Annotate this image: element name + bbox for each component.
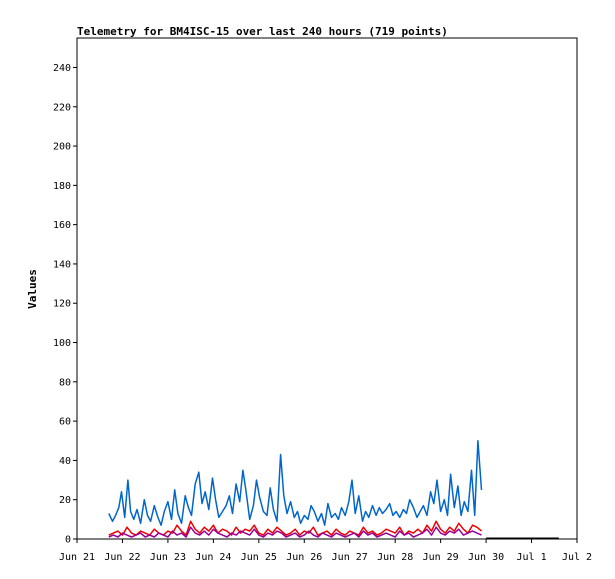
y-tick-label: 140	[53, 259, 71, 270]
series-layer	[108, 440, 559, 539]
y-tick-label: 220	[53, 102, 71, 113]
series-line-3	[108, 526, 482, 538]
y-tick-label: 200	[53, 142, 71, 153]
y-tick-label: 240	[53, 63, 71, 74]
y-tick-label: 180	[53, 181, 71, 192]
y-tick-label: 160	[53, 220, 71, 231]
x-tick-label: Jun 23	[150, 552, 186, 563]
y-tick-label: 80	[59, 377, 71, 388]
x-tick-label: Jul 1	[516, 552, 546, 563]
y-tick-label: 60	[59, 417, 71, 428]
y-tick-label: 0	[65, 535, 71, 546]
y-tick-label: 40	[59, 456, 71, 467]
y-tick-label: 20	[59, 495, 71, 506]
y-tick-label: 100	[53, 338, 71, 349]
y-axis-label: Values	[26, 269, 39, 309]
x-tick-label: Jun 30	[468, 552, 504, 563]
x-tick-label: Jun 29	[423, 552, 459, 563]
series-line-1	[108, 440, 483, 526]
x-tick-label: Jun 21	[59, 552, 95, 563]
x-axis-ticks: Jun 21 Jun 22 Jun 23 Jun 24 Jun 25 Jun 26 Jun …	[59, 539, 592, 563]
y-axis-ticks: 0 20 40 60 80 100 120 140 160 180 200 220 240	[53, 63, 77, 546]
x-tick-label: Jul 2	[562, 552, 592, 563]
x-tick-label: Jun 24	[195, 552, 231, 563]
plot-area-frame	[76, 37, 578, 540]
y-tick-label: 120	[53, 299, 71, 310]
x-tick-label: Jun 27	[332, 552, 368, 563]
x-tick-label: Jun 22	[104, 552, 140, 563]
x-tick-label: Jun 28	[377, 552, 413, 563]
chart-title: Telemetry for BM4ISC-15 over last 240 ho…	[77, 25, 448, 38]
x-tick-label: Jun 26	[286, 552, 322, 563]
x-tick-label: Jun 25	[241, 552, 277, 563]
